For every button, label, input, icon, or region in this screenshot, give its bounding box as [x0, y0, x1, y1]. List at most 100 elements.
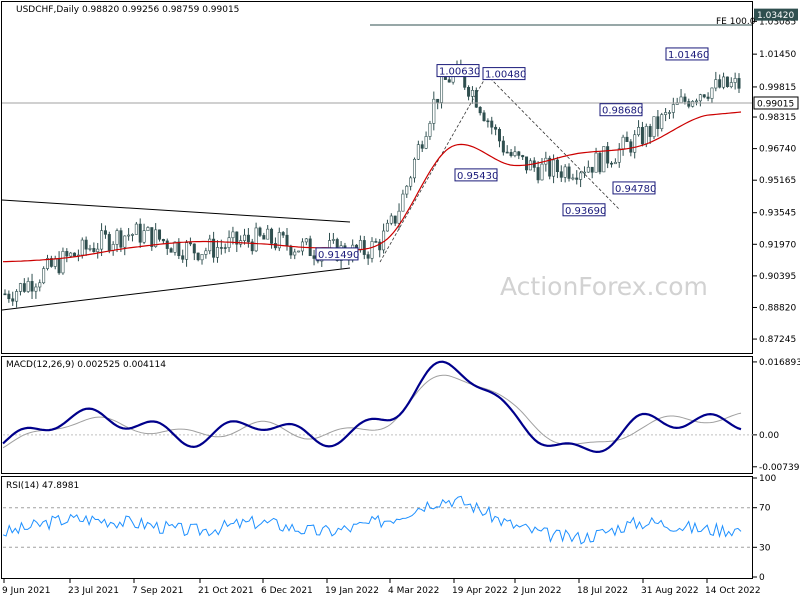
candle-body: [142, 230, 146, 243]
candle-body: [235, 231, 239, 245]
candle-body: [289, 245, 293, 256]
candle-body: [397, 210, 401, 224]
x-tick-label: 9 Jun 2021: [2, 586, 50, 596]
main-y-tick-label: 0.88820: [759, 303, 796, 313]
candle-body: [706, 96, 710, 99]
candle-body: [358, 240, 362, 251]
candle-body: [281, 232, 285, 236]
candle-body: [579, 172, 583, 180]
candle-body: [273, 243, 277, 249]
candle-body: [517, 151, 521, 156]
main-y-tick-label: 0.87245: [759, 335, 796, 345]
candle-body: [115, 230, 119, 245]
current-price-box: [753, 96, 799, 110]
candle-body: [733, 78, 737, 83]
candle-body: [304, 238, 308, 243]
candle-body: [127, 234, 131, 237]
candle-body: [138, 223, 142, 243]
main-header: USDCHF,Daily 0.98820 0.99256 0.98759 0.9…: [16, 5, 239, 15]
candle-body: [555, 159, 559, 173]
candle-body: [366, 254, 370, 259]
candle-body: [254, 227, 258, 252]
annotation-box: [612, 181, 656, 195]
candle-body: [513, 151, 517, 156]
rsi-line: [2, 495, 742, 545]
candle-body: [575, 177, 579, 180]
candle-body: [246, 234, 250, 243]
macd-panel-frame: [1, 356, 753, 474]
candle-body: [150, 227, 154, 247]
candle-body: [49, 258, 53, 267]
candle-body: [594, 152, 598, 173]
x-tick-label: 23 Jul 2021: [68, 586, 119, 596]
candle-body: [474, 90, 478, 108]
candle-body: [84, 239, 88, 250]
candle-body: [602, 146, 606, 173]
candle-body: [188, 242, 192, 245]
annotation-box: [599, 103, 643, 117]
candle-body: [505, 151, 509, 154]
main-y-tick-label: 1.01450: [759, 50, 796, 60]
main-y-tick-label: 0.99815: [759, 83, 796, 93]
candle-body: [652, 116, 656, 137]
annotation-label: 0.93690: [565, 206, 606, 217]
candle-body: [362, 240, 366, 255]
macd-header: MACD(12,26,9) 0.002525 0.004114: [6, 360, 166, 370]
candle-body: [695, 100, 699, 103]
candle-body: [96, 248, 100, 253]
triangle-upper-line: [1, 199, 351, 223]
candle-body: [478, 106, 482, 114]
annotation-box: [665, 47, 709, 61]
candle-body: [521, 155, 525, 158]
candle-body: [393, 215, 397, 224]
rsi-grid: [3, 507, 753, 548]
candle-body: [436, 98, 440, 103]
main-y-tick-label: 0.93545: [759, 209, 796, 219]
candle-body: [486, 120, 490, 123]
candle-body: [617, 148, 621, 163]
candle-body: [223, 247, 227, 249]
candle-body: [146, 227, 150, 232]
candle-body: [582, 171, 586, 174]
candle-body: [447, 79, 451, 83]
candle-body: [501, 140, 505, 153]
candle-body: [243, 234, 247, 241]
candle-body: [467, 87, 471, 97]
candle-body: [416, 144, 420, 160]
annotation-label: 0.98680: [602, 106, 643, 117]
candle-body: [169, 248, 173, 253]
candle-body: [679, 96, 683, 103]
candle-body: [671, 104, 675, 113]
rsi-panel-frame: [1, 476, 753, 579]
candle-body: [432, 98, 436, 124]
x-tick-label: 2 Jun 2022: [513, 586, 561, 596]
price-candles: [3, 59, 741, 308]
candle-body: [648, 126, 652, 137]
main-y-axis: 1.03085 1.01450 0.99815 0.98315 0.96740 0.951…: [753, 8, 799, 345]
current-price-label: 0.99015: [757, 99, 794, 109]
candle-body: [258, 227, 262, 236]
macd-y-tick-label: -0.007393: [759, 463, 800, 473]
candle-body: [297, 250, 301, 253]
candle-body: [158, 229, 162, 240]
candle-body: [710, 87, 714, 99]
macd-y-tick-label: 0.00: [759, 431, 779, 441]
candle-body: [610, 162, 614, 165]
candle-body: [119, 230, 123, 248]
rsi-y-tick-label: 100: [759, 474, 776, 484]
candle-body: [374, 241, 378, 243]
candle-body: [300, 241, 304, 252]
projection-price-label: 1.03420: [757, 11, 794, 21]
candle-body: [192, 243, 196, 254]
candle-body: [103, 230, 107, 235]
candle-body: [161, 239, 165, 242]
candle-body: [497, 128, 501, 142]
candle-body: [185, 242, 189, 260]
candle-body: [737, 78, 741, 89]
candle-body: [331, 239, 335, 241]
candle-body: [401, 193, 405, 212]
trendlines: [1, 24, 752, 311]
macd-signal-line: [2, 374, 742, 449]
candle-body: [656, 116, 660, 129]
